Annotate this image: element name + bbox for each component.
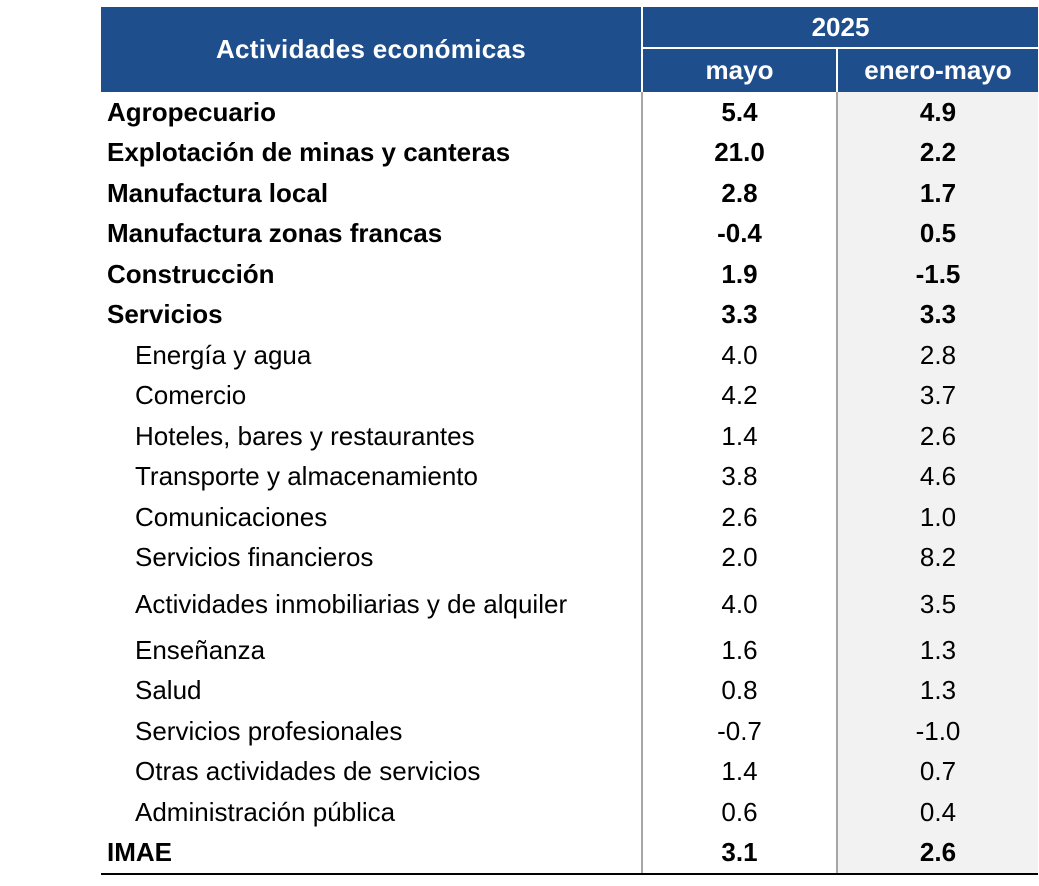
enero-mayo-value: 1.0 (837, 497, 1038, 538)
mayo-value: 4.2 (642, 375, 838, 416)
mayo-value: 1.4 (642, 751, 838, 792)
enero-mayo-value: 1.3 (837, 670, 1038, 711)
enero-mayo-value: 2.6 (837, 832, 1038, 875)
row-label: Energía y agua (101, 335, 643, 376)
enero-mayo-value: -1.5 (837, 254, 1038, 295)
row-label: Actividades inmobiliarias y de alquiler (101, 578, 643, 630)
table-row: Transporte y almacenamiento 3.8 4.6 (101, 456, 1038, 497)
row-label: Transporte y almacenamiento (101, 456, 643, 497)
table-body: Agropecuario 5.4 4.9 Explotación de mina… (101, 92, 1038, 875)
row-label: Comunicaciones (101, 497, 643, 538)
mayo-value: -0.4 (642, 213, 838, 254)
mayo-value: 0.6 (642, 792, 838, 833)
table-row: Servicios financieros 2.0 8.2 (101, 537, 1038, 578)
enero-mayo-value: 4.9 (837, 92, 1038, 133)
enero-mayo-value: 0.7 (837, 751, 1038, 792)
table-row: Hoteles, bares y restaurantes 1.4 2.6 (101, 416, 1038, 457)
enero-mayo-value: 1.7 (837, 173, 1038, 214)
year-column-header: 2025 (642, 7, 1038, 49)
table-row: Comercio 4.2 3.7 (101, 375, 1038, 416)
row-label: Administración pública (101, 792, 643, 833)
mayo-value: 4.0 (642, 578, 838, 630)
table-row: Comunicaciones 2.6 1.0 (101, 497, 1038, 538)
mayo-value: 2.0 (642, 537, 838, 578)
mayo-value: 2.6 (642, 497, 838, 538)
row-label: Enseñanza (101, 630, 643, 671)
table-row-total: IMAE 3.1 2.6 (101, 832, 1038, 875)
mayo-value: 1.9 (642, 254, 838, 295)
table-row: Administración pública 0.6 0.4 (101, 792, 1038, 833)
mayo-value: 3.1 (642, 832, 838, 875)
row-label: IMAE (101, 832, 643, 875)
enero-mayo-value: 1.3 (837, 630, 1038, 671)
enero-mayo-value: 8.2 (837, 537, 1038, 578)
row-label: Manufactura local (101, 173, 643, 214)
table-row: Energía y agua 4.0 2.8 (101, 335, 1038, 376)
mayo-value: 1.6 (642, 630, 838, 671)
mayo-value: 3.8 (642, 456, 838, 497)
row-label: Servicios financieros (101, 537, 643, 578)
enero-mayo-value: 3.7 (837, 375, 1038, 416)
enero-mayo-value: -1.0 (837, 711, 1038, 752)
enero-mayo-value: 0.4 (837, 792, 1038, 833)
table-row: Salud 0.8 1.3 (101, 670, 1038, 711)
table-row: Construcción 1.9 -1.5 (101, 254, 1038, 295)
row-label: Servicios profesionales (101, 711, 643, 752)
mayo-value: 2.8 (642, 173, 838, 214)
enero-mayo-value: 3.5 (837, 578, 1038, 630)
mayo-value: -0.7 (642, 711, 838, 752)
table-row: Manufactura local 2.8 1.7 (101, 173, 1038, 214)
table-row: Otras actividades de servicios 1.4 0.7 (101, 751, 1038, 792)
table-row: Manufactura zonas francas -0.4 0.5 (101, 213, 1038, 254)
economic-activities-table: Actividades económicas 2025 mayo enero-m… (101, 7, 1038, 875)
row-label: Comercio (101, 375, 643, 416)
enero-mayo-value: 2.6 (837, 416, 1038, 457)
row-label: Salud (101, 670, 643, 711)
table-row: Servicios profesionales -0.7 -1.0 (101, 711, 1038, 752)
row-label: Manufactura zonas francas (101, 213, 643, 254)
table-row: Actividades inmobiliarias y de alquiler … (101, 578, 1038, 630)
row-label: Explotación de minas y canteras (101, 132, 643, 173)
table-row: Explotación de minas y canteras 21.0 2.2 (101, 132, 1038, 173)
economic-activities-table-container: Actividades económicas 2025 mayo enero-m… (101, 7, 1038, 875)
enero-mayo-value: 0.5 (837, 213, 1038, 254)
table-header: Actividades económicas 2025 mayo enero-m… (101, 7, 1038, 92)
row-label: Agropecuario (101, 92, 643, 133)
mayo-value: 1.4 (642, 416, 838, 457)
table-row: Servicios 3.3 3.3 (101, 294, 1038, 335)
row-label: Otras actividades de servicios (101, 751, 643, 792)
mayo-value: 3.3 (642, 294, 838, 335)
activities-column-header: Actividades económicas (101, 7, 643, 92)
enero-mayo-value: 2.8 (837, 335, 1038, 376)
mayo-value: 21.0 (642, 132, 838, 173)
enero-mayo-column-header: enero-mayo (837, 48, 1038, 92)
enero-mayo-value: 4.6 (837, 456, 1038, 497)
table-row: Agropecuario 5.4 4.9 (101, 92, 1038, 133)
enero-mayo-value: 2.2 (837, 132, 1038, 173)
table-row: Enseñanza 1.6 1.3 (101, 630, 1038, 671)
row-label: Hoteles, bares y restaurantes (101, 416, 643, 457)
row-label: Servicios (101, 294, 643, 335)
mayo-column-header: mayo (642, 48, 838, 92)
row-label: Construcción (101, 254, 643, 295)
mayo-value: 4.0 (642, 335, 838, 376)
mayo-value: 0.8 (642, 670, 838, 711)
mayo-value: 5.4 (642, 92, 838, 133)
enero-mayo-value: 3.3 (837, 294, 1038, 335)
